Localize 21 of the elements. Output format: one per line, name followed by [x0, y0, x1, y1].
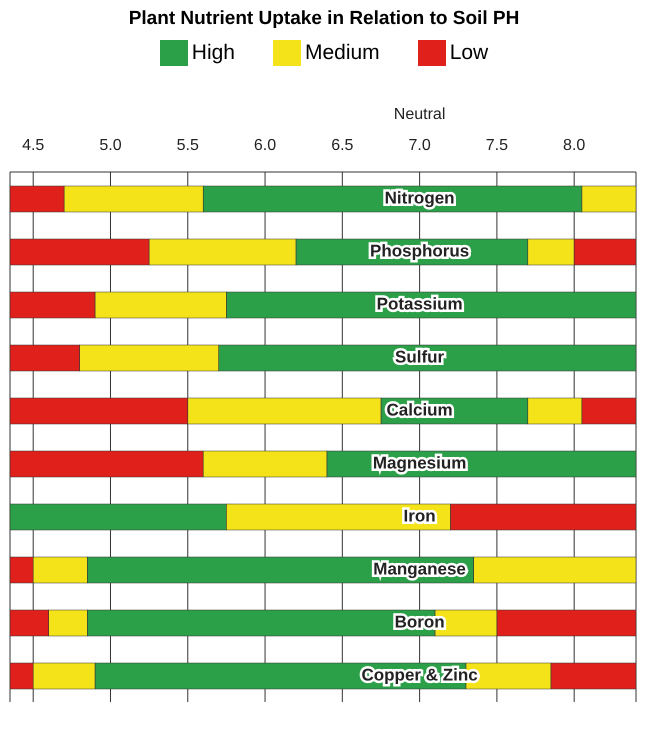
- legend-label: High: [190, 40, 235, 66]
- y-tick-label: Sulfur: [395, 348, 445, 366]
- x-tick-label: 5.0: [99, 137, 122, 154]
- legend-label: Medium: [304, 40, 380, 66]
- legend-label: Low: [448, 40, 488, 66]
- text: Neutral: [392, 106, 446, 124]
- y-tick-label: Magnesium: [372, 454, 466, 472]
- y-tick-label: Manganese: [373, 560, 466, 578]
- x-tick-label: 7.5: [486, 137, 508, 154]
- x-tick-label: 8.0: [563, 137, 586, 154]
- x-tick-label: 6.0: [254, 137, 276, 154]
- x-tick-label: 7.0: [408, 137, 431, 154]
- x-tick-label: 5.5: [176, 137, 199, 154]
- chart-title: Plant Nutrient Uptake in Relation to Soil PH: [128, 8, 520, 30]
- y-tick-label: Potassium: [376, 294, 463, 314]
- y-tick-label: Iron: [404, 506, 436, 526]
- y-tick-label: Phosphorus: [370, 242, 470, 260]
- y-tick-label: Calcium: [386, 400, 453, 420]
- y-tick-label: Nitrogen: [384, 188, 455, 208]
- x-tick-label: 4.5: [22, 137, 44, 154]
- x-tick-label: 6.5: [331, 137, 354, 154]
